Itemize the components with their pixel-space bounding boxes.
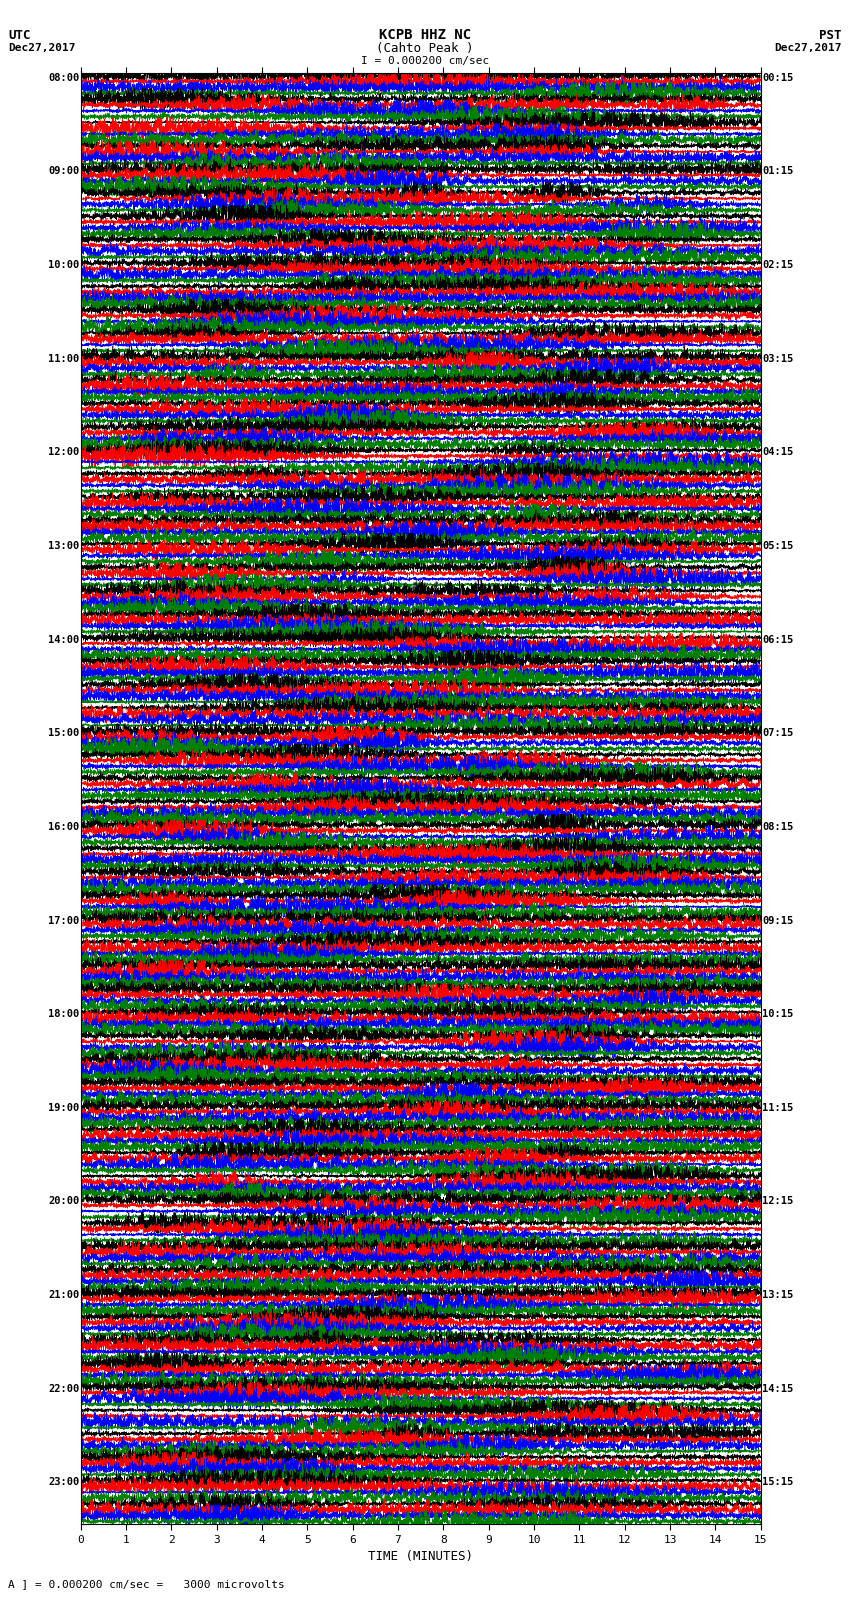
Text: 12:00: 12:00 [48,447,79,456]
Text: PST: PST [819,29,842,42]
Text: 21:00: 21:00 [48,1290,79,1300]
Text: UTC: UTC [8,29,31,42]
Text: 04:15: 04:15 [762,447,793,456]
Text: 20:00: 20:00 [48,1197,79,1207]
Text: 03:15: 03:15 [762,353,793,363]
X-axis label: TIME (MINUTES): TIME (MINUTES) [368,1550,473,1563]
Text: 17:00: 17:00 [48,916,79,926]
Text: 15:00: 15:00 [48,727,79,739]
Text: 10:15: 10:15 [762,1010,793,1019]
Text: 10:00: 10:00 [48,260,79,269]
Text: 05:15: 05:15 [762,540,793,552]
Text: Dec27,2017: Dec27,2017 [8,44,76,53]
Text: 14:00: 14:00 [48,634,79,645]
Text: 19:00: 19:00 [48,1103,79,1113]
Text: 18:00: 18:00 [48,1010,79,1019]
Text: 11:00: 11:00 [48,353,79,363]
Text: 15:15: 15:15 [762,1478,793,1487]
Text: 14:15: 14:15 [762,1384,793,1394]
Text: 16:00: 16:00 [48,823,79,832]
Text: 09:00: 09:00 [48,166,79,176]
Text: 13:15: 13:15 [762,1290,793,1300]
Text: KCPB HHZ NC: KCPB HHZ NC [379,29,471,42]
Text: 12:15: 12:15 [762,1197,793,1207]
Text: 08:00: 08:00 [48,73,79,82]
Text: Dec27,2017: Dec27,2017 [774,44,842,53]
Text: 01:15: 01:15 [762,166,793,176]
Text: I = 0.000200 cm/sec: I = 0.000200 cm/sec [361,56,489,66]
Text: 09:15: 09:15 [762,916,793,926]
Text: 13:00: 13:00 [48,540,79,552]
Text: 06:15: 06:15 [762,634,793,645]
Text: 00:15: 00:15 [762,73,793,82]
Text: 02:15: 02:15 [762,260,793,269]
Text: (Cahto Peak ): (Cahto Peak ) [377,42,473,55]
Text: 07:15: 07:15 [762,727,793,739]
Text: 11:15: 11:15 [762,1103,793,1113]
Text: 23:00: 23:00 [48,1478,79,1487]
Text: 08:15: 08:15 [762,823,793,832]
Text: 22:00: 22:00 [48,1384,79,1394]
Text: A ] = 0.000200 cm/sec =   3000 microvolts: A ] = 0.000200 cm/sec = 3000 microvolts [8,1579,286,1589]
